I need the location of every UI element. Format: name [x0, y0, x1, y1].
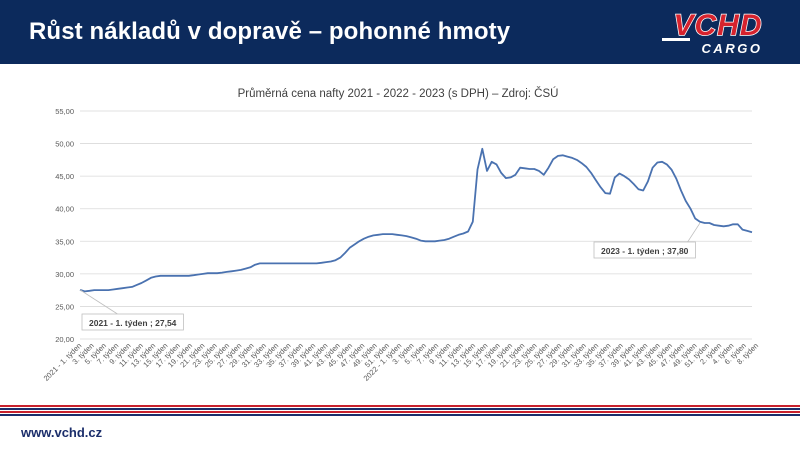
header-bar: Růst nákladů v dopravě – pohonné hmoty V…	[0, 0, 800, 64]
stripe-red	[0, 405, 800, 407]
logo-stripe	[662, 38, 690, 41]
y-tick-label: 40,00	[55, 205, 74, 214]
stripe-blue	[0, 408, 800, 410]
annotation-label: 2023 - 1. týden ; 37,80	[601, 246, 689, 256]
y-axis-ticks: 20,00 25,00 30,00 35,00 40,00 45,00 50,00 55,00	[55, 107, 74, 344]
y-tick-label: 50,00	[55, 140, 74, 149]
footer-url: www.vchd.cz	[21, 425, 103, 440]
logo-vchd-text: VCHD	[673, 9, 762, 42]
stripe-blue	[0, 414, 800, 416]
gridlines	[80, 110, 752, 340]
annotation-box	[81, 313, 184, 331]
y-tick-label: 45,00	[55, 172, 74, 181]
y-tick-label: 55,00	[55, 107, 74, 116]
logo-cargo-text: CARGO	[702, 41, 763, 56]
stripe-red	[0, 411, 800, 413]
y-tick-label: 30,00	[55, 270, 74, 279]
diesel-price-chart: Průměrná cena nafty 2021 - 2022 - 2023 (…	[42, 87, 760, 383]
annotation-leader	[79, 289, 118, 315]
footer-stripes	[0, 405, 800, 417]
vchd-cargo-logo: VCHD CARGO	[662, 8, 763, 56]
y-tick-label: 25,00	[55, 302, 74, 311]
y-tick-label: 20,00	[55, 335, 74, 344]
chart-title: Průměrná cena nafty 2021 - 2022 - 2023 (…	[238, 87, 559, 100]
diesel-price-line	[79, 147, 753, 293]
annotation-box	[593, 241, 696, 259]
y-tick-label: 35,00	[55, 237, 74, 246]
annotation-label: 2021 - 1. týden ; 27,54	[89, 318, 177, 328]
page-title: Růst nákladů v dopravě – pohonné hmoty	[29, 18, 511, 45]
annotations: 2021 - 1. týden ; 27,54 2023 - 1. týden ;…	[79, 222, 701, 331]
